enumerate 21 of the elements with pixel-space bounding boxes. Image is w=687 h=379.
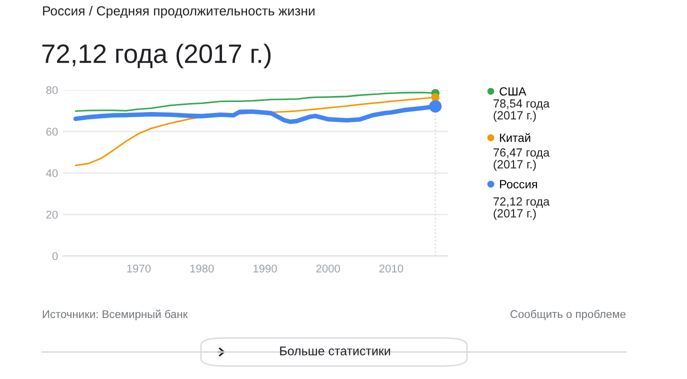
x-tick-label: 1970 — [127, 264, 151, 272]
x-tick-label: 1990 — [253, 264, 277, 272]
text: Больше статистики — [280, 346, 390, 356]
chart-title: 72,12 года (2017 г.) — [42, 44, 271, 68]
legend-label: США — [500, 87, 526, 96]
x-tick-label: 2000 — [316, 264, 340, 272]
text: Источники: Всемирный банк — [42, 310, 188, 320]
x-tick-label: 1980 — [190, 264, 214, 272]
text: 78,54 года (2017 г.) — [494, 99, 550, 122]
text: 72,12 года (2017 г.) — [494, 197, 550, 220]
legend-label: Россия — [500, 180, 537, 188]
y-tick-label: 80 — [46, 86, 58, 94]
y-tick-label: 0 — [52, 252, 58, 260]
legend-label: Китай — [500, 133, 530, 142]
y-tick-label: 20 — [46, 210, 58, 219]
y-tick-label: 40 — [46, 169, 58, 178]
chart-subtitle: Россия / Средняя продолжительность жизни — [43, 6, 314, 18]
x-tick-label: 2010 — [379, 264, 404, 272]
text: Сообщить о проблеме — [510, 310, 626, 320]
y-tick-label: 60 — [46, 128, 58, 136]
text: 76,47 года (2017 г.) — [494, 148, 550, 171]
